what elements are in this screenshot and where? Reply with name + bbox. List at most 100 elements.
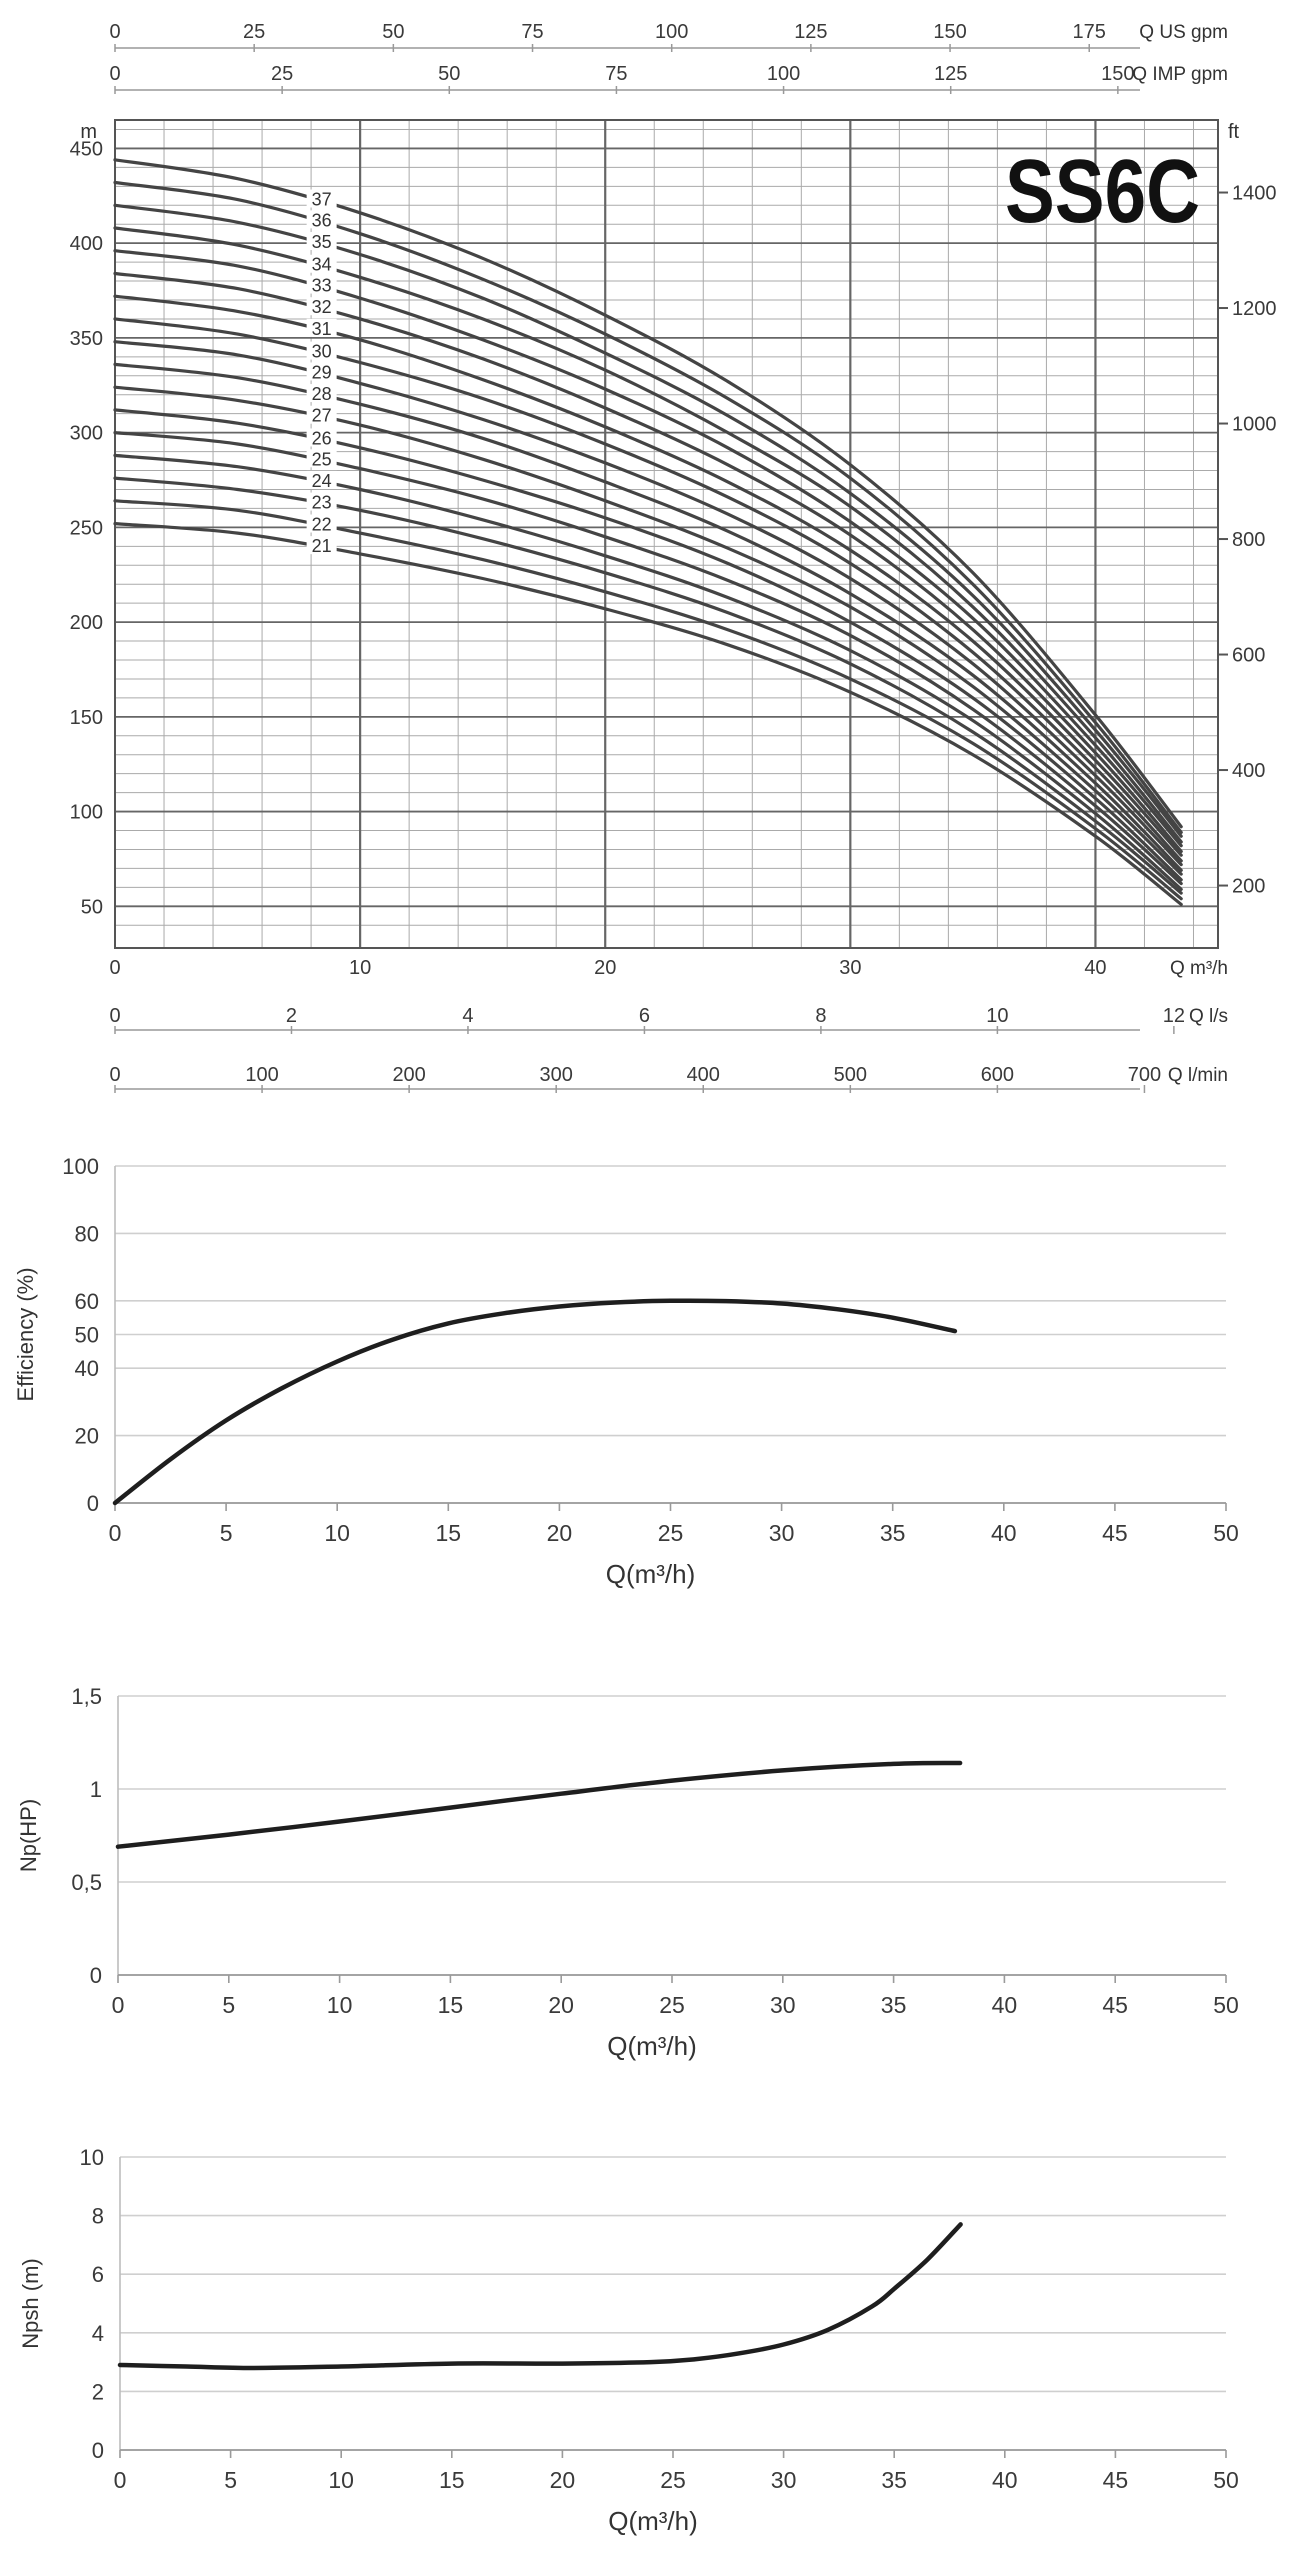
x-tick-label: 50 bbox=[1213, 1520, 1239, 1546]
x-tick-label: 45 bbox=[1103, 2467, 1129, 2493]
stage-label: 35 bbox=[312, 232, 332, 252]
head-curve-33 bbox=[113, 249, 1183, 848]
stage-label: 23 bbox=[312, 493, 332, 513]
secondary-tick-label: 75 bbox=[605, 63, 627, 85]
head-curve-23 bbox=[113, 476, 1183, 895]
secondary-tick-label: 0 bbox=[109, 63, 120, 85]
x-tick-label: 0 bbox=[112, 1992, 125, 2018]
y-tick-label: 6 bbox=[92, 2262, 104, 2287]
secondary-tick-label: 125 bbox=[794, 21, 827, 43]
ft-tick-label: 200 bbox=[1232, 876, 1265, 898]
secondary-axis-label: Q US gpm bbox=[1139, 22, 1228, 43]
stage-label: 21 bbox=[312, 536, 332, 556]
secondary-tick-label: 4 bbox=[462, 1005, 473, 1027]
y-axis-label-ft: ft bbox=[1228, 121, 1240, 143]
x-tick-label: 40 bbox=[992, 1992, 1018, 2018]
stage-label-bg bbox=[306, 275, 337, 294]
secondary-axis: 0 100 200 300 400 500 600 700 Q l/min bbox=[109, 1064, 1228, 1093]
y-tick-label: 350 bbox=[70, 328, 103, 350]
y-tick-label: 150 bbox=[70, 707, 103, 729]
head-curve-29 bbox=[113, 340, 1183, 867]
x-tick-label: 10 bbox=[327, 1992, 353, 2018]
stage-label-bg bbox=[306, 231, 337, 250]
model-title: SS6C bbox=[1005, 142, 1200, 242]
head-curve-30 bbox=[113, 317, 1183, 863]
x-tick-label: 40 bbox=[1084, 957, 1106, 979]
secondary-tick-label: 100 bbox=[767, 63, 800, 85]
x-tick-label: 20 bbox=[550, 2467, 576, 2493]
x-tick-label: 20 bbox=[594, 957, 616, 979]
head-curve-36 bbox=[113, 180, 1183, 834]
stage-label: 28 bbox=[312, 384, 332, 404]
y-tick-label: 10 bbox=[80, 2145, 104, 2170]
secondary-tick-label: 75 bbox=[521, 21, 543, 43]
x-axis-label: Q(m³/h) bbox=[607, 2031, 697, 2061]
y-tick-label: 250 bbox=[70, 517, 103, 539]
stage-label-bg bbox=[306, 514, 337, 533]
x-tick-label: 10 bbox=[349, 957, 371, 979]
series-line-npsh bbox=[117, 2222, 963, 2371]
stage-label-bg bbox=[306, 470, 337, 489]
stage-label-bg bbox=[306, 449, 337, 468]
x-tick-label: 35 bbox=[881, 2467, 907, 2493]
secondary-tick-label: 50 bbox=[438, 63, 460, 85]
stage-label-bg bbox=[306, 428, 337, 447]
stage-label-bg bbox=[306, 318, 337, 337]
secondary-tick-label: 200 bbox=[392, 1064, 425, 1086]
head-curve-28 bbox=[113, 362, 1183, 872]
y-tick-label: 0 bbox=[90, 1963, 102, 1988]
secondary-tick-label: 175 bbox=[1073, 21, 1106, 43]
stage-label: 37 bbox=[312, 190, 332, 210]
secondary-tick-label: 500 bbox=[834, 1064, 867, 1086]
y-tick-label: 450 bbox=[70, 138, 103, 160]
x-tick-label: 0 bbox=[114, 2467, 127, 2493]
power-chart: 0 0,5 1 1,5 0 5 10 15 20 25 30 35 40 45 50 Q(m³/h) Np(HP… bbox=[16, 1684, 1239, 2061]
secondary-tick-label: 100 bbox=[655, 21, 688, 43]
secondary-tick-label: 100 bbox=[245, 1064, 278, 1086]
y-tick-label: 200 bbox=[70, 612, 103, 634]
x-axis-label: Q(m³/h) bbox=[608, 2506, 698, 2536]
x-tick-label: 40 bbox=[991, 1520, 1017, 1546]
secondary-tick-label: 150 bbox=[933, 21, 966, 43]
secondary-tick-label: 600 bbox=[981, 1064, 1014, 1086]
stage-label-bg bbox=[306, 297, 337, 316]
stage-label-bg bbox=[306, 341, 337, 360]
stage-label-bg bbox=[306, 405, 337, 424]
efficiency-chart: 0 20 40 50 60 80 100 0 5 10 15 20 25 30 35 40 45 50 Q(m³/h… bbox=[13, 1154, 1239, 1589]
head-curve-25 bbox=[113, 431, 1183, 886]
stage-label-bg bbox=[306, 210, 337, 229]
stage-label: 32 bbox=[312, 297, 332, 317]
stage-label: 31 bbox=[312, 319, 332, 339]
x-tick-label: 15 bbox=[438, 1992, 464, 2018]
plot-frame bbox=[114, 119, 1219, 949]
series-line-np bbox=[115, 1760, 963, 1849]
secondary-tick-label: 10 bbox=[986, 1005, 1008, 1027]
y-axis-label-m: m bbox=[80, 121, 97, 143]
ft-tick-label: 600 bbox=[1232, 645, 1265, 667]
secondary-tick-label: 6 bbox=[639, 1005, 650, 1027]
x-tick-label: 50 bbox=[1213, 1992, 1239, 2018]
secondary-axis-label: Q l/s bbox=[1189, 1006, 1228, 1027]
x-tick-label: 10 bbox=[328, 2467, 354, 2493]
y-tick-label: 1,5 bbox=[71, 1684, 102, 1709]
x-tick-label: 35 bbox=[881, 1992, 907, 2018]
ft-tick-label: 400 bbox=[1232, 760, 1265, 782]
x-tick-label: 25 bbox=[659, 1992, 685, 2018]
secondary-axis-label: Q l/min bbox=[1168, 1065, 1228, 1086]
head-curve-21 bbox=[113, 522, 1183, 906]
secondary-tick-label: 150 bbox=[1101, 63, 1134, 85]
y-tick-label: 20 bbox=[75, 1424, 99, 1449]
head-curve-34 bbox=[113, 226, 1183, 844]
stage-label: 27 bbox=[312, 406, 332, 426]
ft-tick-label: 1200 bbox=[1232, 298, 1277, 320]
secondary-tick-label: 8 bbox=[815, 1005, 826, 1027]
y-tick-label: 100 bbox=[62, 1154, 99, 1179]
y-tick-label: 1 bbox=[90, 1777, 102, 1802]
head-curve-24 bbox=[113, 453, 1183, 891]
stage-label-bg bbox=[306, 536, 337, 555]
stage-label-bg bbox=[306, 362, 337, 381]
secondary-tick-label: 0 bbox=[109, 21, 120, 43]
x-tick-label: 35 bbox=[880, 1520, 906, 1546]
